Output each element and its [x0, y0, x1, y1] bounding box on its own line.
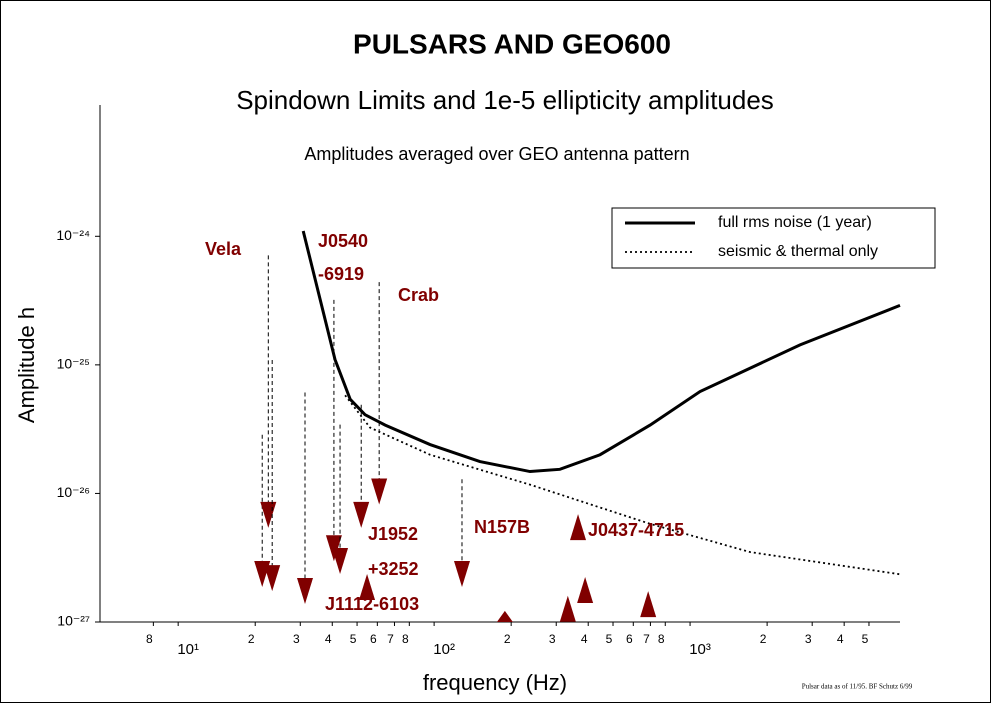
x-tick-label: 2 [504, 632, 511, 646]
y-tick-label: 10⁻²⁷ [57, 613, 90, 629]
footnote: Pulsar data as of 11/95. BF Schutz 6/99 [802, 683, 913, 691]
y-tick-label: 10⁻²⁶ [57, 484, 90, 500]
x-tick-label: 6 [370, 632, 377, 646]
y-tick-label: 10⁻²⁴ [56, 227, 90, 243]
pulsar-label: Vela [205, 239, 242, 259]
x-tick-label: 10³ [689, 641, 711, 658]
x-tick-label: 7 [643, 632, 650, 646]
x-tick-label: 2 [760, 632, 767, 646]
x-tick-label: 10¹ [177, 641, 199, 658]
pulsar-label: J1952 [368, 524, 418, 544]
x-tick-label: 5 [350, 632, 357, 646]
x-tick-label: 2 [248, 632, 255, 646]
pulsar-label: Crab [398, 285, 439, 305]
chart-subtitle: Spindown Limits and 1e-5 ellipticity amp… [236, 85, 774, 115]
series-line [301, 230, 901, 474]
chart-note: Amplitudes averaged over GEO antenna pat… [304, 144, 689, 164]
x-tick-label: 3 [293, 632, 300, 646]
up-triangle [640, 591, 657, 618]
pulsar-label: +3252 [368, 559, 419, 579]
x-tick-label: 3 [549, 632, 556, 646]
x-tick-label: 5 [862, 632, 869, 646]
series-line [344, 394, 901, 576]
x-tick-label: 4 [837, 632, 844, 646]
legend-box [611, 207, 936, 269]
legend-label: full rms noise (1 year) [718, 214, 872, 231]
pulsar-label: J1112-6103 [325, 594, 419, 614]
up-triangle [359, 574, 376, 601]
y-tick-label: 10⁻²⁵ [57, 356, 90, 372]
y-axis-label: Amplitude h [14, 307, 39, 423]
up-triangle [496, 610, 513, 622]
arrow-head [297, 578, 314, 605]
up-triangle [577, 576, 594, 603]
x-axis-label: frequency (Hz) [423, 670, 567, 695]
chart-title: PULSARS AND GEO600 [353, 28, 671, 59]
x-tick-label: 4 [581, 632, 588, 646]
arrow-head [264, 565, 281, 592]
pulsar-label: -6919 [318, 264, 364, 284]
legend-label: seismic & thermal only [718, 243, 878, 260]
arrow-head [453, 561, 470, 588]
arrow-head [332, 548, 349, 575]
up-triangle [559, 595, 576, 622]
x-tick-label: 10² [433, 641, 455, 658]
pulsar-label: J0540 [318, 231, 368, 251]
pulsar-label: N157B [474, 517, 530, 537]
up-triangle [570, 514, 587, 541]
x-tick-label: 8 [658, 632, 665, 646]
x-tick-label: 3 [805, 632, 812, 646]
arrow-head [353, 501, 370, 528]
x-tick-label: 4 [325, 632, 332, 646]
arrow-head [371, 478, 388, 505]
x-tick-label: 8 [146, 632, 153, 646]
x-tick-label: 8 [402, 632, 409, 646]
x-tick-label: 7 [387, 632, 394, 646]
pulsar-label: J0437-4715 [588, 520, 684, 540]
x-tick-label: 6 [626, 632, 633, 646]
x-tick-label: 5 [606, 632, 613, 646]
